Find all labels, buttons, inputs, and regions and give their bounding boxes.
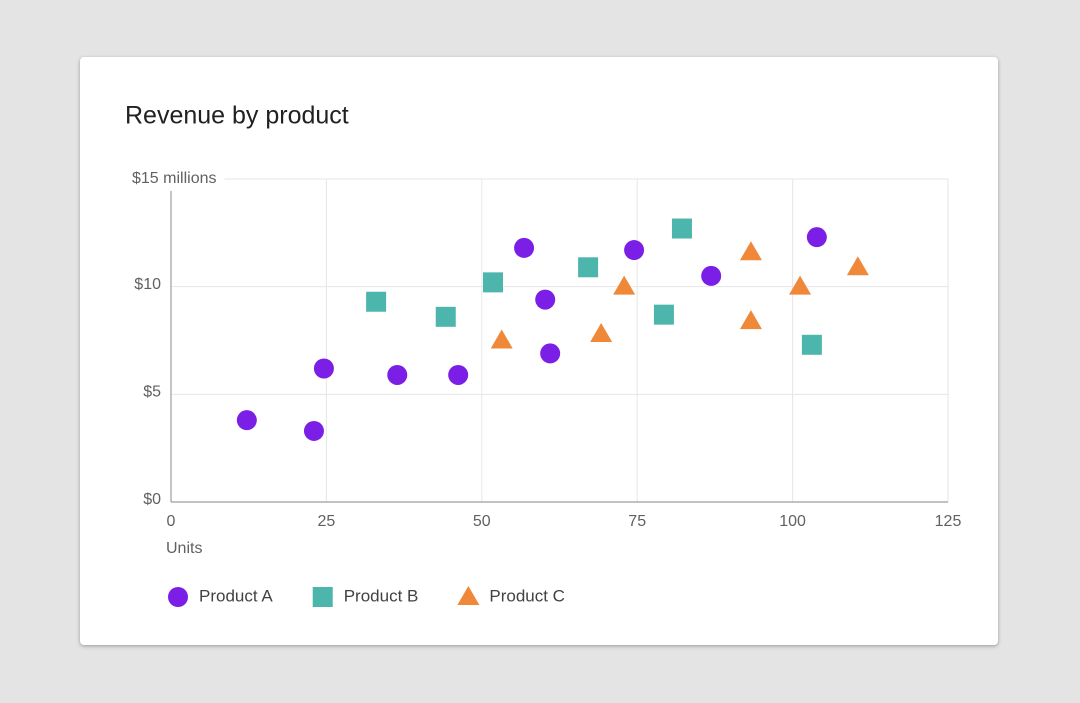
series xyxy=(366,218,822,355)
legend: Product A Product B Product C xyxy=(168,586,565,607)
marker xyxy=(739,241,762,261)
legend-label: Product C xyxy=(489,586,565,605)
marker xyxy=(514,237,535,258)
y-tick-label: $5 xyxy=(143,384,161,401)
series xyxy=(490,241,869,349)
marker xyxy=(387,364,408,385)
marker xyxy=(448,364,469,385)
legend-label: Product A xyxy=(199,586,273,605)
marker xyxy=(366,291,387,312)
legend-marker xyxy=(457,586,480,605)
marker xyxy=(236,410,257,431)
marker xyxy=(578,257,599,278)
x-tick-label: 0 xyxy=(167,513,176,530)
x-tick-label: 125 xyxy=(935,513,962,530)
y-tick-label: $15 millions xyxy=(132,170,216,187)
x-axis-label: Units xyxy=(166,540,202,557)
marker xyxy=(846,256,869,276)
marker xyxy=(590,323,613,343)
marker xyxy=(789,275,812,295)
marker xyxy=(806,227,827,248)
x-tick-label: 100 xyxy=(779,513,806,530)
y-tick-label: $0 xyxy=(143,491,161,508)
x-tick-label: 50 xyxy=(473,513,491,530)
marker xyxy=(540,343,561,364)
x-tick-label: 25 xyxy=(318,513,336,530)
marker xyxy=(624,240,645,261)
marker xyxy=(490,329,513,349)
y-tick-label: $10 xyxy=(134,276,161,293)
card xyxy=(80,57,998,645)
marker xyxy=(535,289,556,310)
marker xyxy=(671,218,692,239)
legend-marker xyxy=(312,587,333,607)
chart-title: Revenue by product xyxy=(125,102,349,130)
x-tick-label: 75 xyxy=(628,513,646,530)
marker xyxy=(701,265,722,286)
label-background xyxy=(124,168,225,190)
marker xyxy=(653,304,674,325)
marker xyxy=(801,334,822,355)
legend-label: Product B xyxy=(344,586,419,605)
marker xyxy=(435,306,456,327)
marker xyxy=(303,420,324,441)
marker xyxy=(313,358,334,379)
grid xyxy=(171,178,949,502)
series xyxy=(236,227,827,441)
marker xyxy=(739,310,762,330)
marker xyxy=(613,275,636,295)
marker xyxy=(482,272,503,293)
legend-marker xyxy=(168,587,188,607)
